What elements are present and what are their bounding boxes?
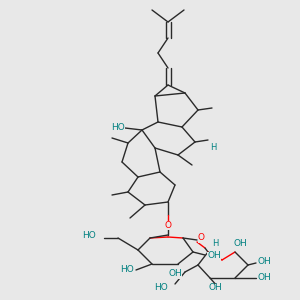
Text: OH: OH — [258, 257, 272, 266]
Text: OH: OH — [258, 274, 272, 283]
Text: OH: OH — [233, 239, 247, 248]
Text: OH: OH — [168, 269, 182, 278]
Text: OH: OH — [207, 251, 221, 260]
Text: H: H — [210, 143, 216, 152]
Text: HO: HO — [120, 266, 134, 274]
Text: HO: HO — [82, 232, 96, 241]
Text: O: O — [198, 233, 205, 242]
Text: O: O — [164, 220, 172, 230]
Text: HO: HO — [111, 124, 125, 133]
Text: HO: HO — [154, 284, 168, 292]
Text: H: H — [212, 239, 218, 248]
Text: OH: OH — [208, 284, 222, 292]
